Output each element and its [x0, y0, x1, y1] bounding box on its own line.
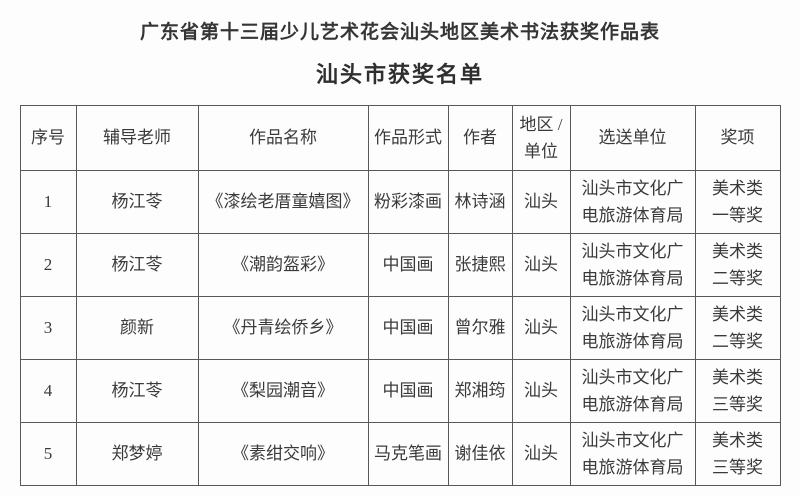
cell-serial-number: 2 [19, 233, 77, 297]
header-region-unit: 地区 / 单位 [511, 105, 571, 171]
cell-teacher: 杨江苓 [75, 233, 199, 297]
cell-teacher: 郑梦婷 [75, 422, 199, 486]
cell-region: 汕头 [511, 422, 571, 486]
cell-work-form: 粉彩漆画 [367, 170, 449, 234]
cell-award: 美术类 二等奖 [694, 296, 781, 360]
cell-award: 美术类 三等奖 [694, 422, 781, 486]
cell-author: 谢佳依 [447, 422, 513, 486]
header-submit-unit: 选送单位 [569, 105, 696, 171]
cell-award: 美术类 三等奖 [694, 359, 781, 423]
cell-teacher: 杨江苓 [75, 359, 199, 423]
document-title: 广东省第十三届少儿艺术花会汕头地区美术书法获奖作品表 [139, 22, 660, 43]
cell-work-title: 《素绀交响》 [197, 422, 369, 486]
cell-region: 汕头 [511, 296, 571, 360]
cell-teacher: 颜新 [75, 296, 199, 360]
cell-submit-unit: 汕头市文化广 电旅游体育局 [569, 170, 696, 234]
cell-work-form: 中国画 [367, 233, 449, 297]
cell-submit-unit: 汕头市文化广 电旅游体育局 [569, 359, 696, 423]
cell-author: 郑湘筠 [447, 359, 513, 423]
cell-author: 林诗涵 [447, 170, 513, 234]
cell-work-form: 中国画 [367, 359, 449, 423]
header-serial-number: 序号 [19, 105, 77, 171]
cell-author: 张捷熙 [447, 233, 513, 297]
cell-region: 汕头 [511, 359, 571, 423]
table-row: 4 杨江苓 《梨园潮音》 中国画 郑湘筠 汕头 汕头市文化广 电旅游体育局 美术… [19, 359, 781, 423]
table-row: 3 颜新 《丹青绘侨乡》 中国画 曾尔雅 汕头 汕头市文化广 电旅游体育局 美术… [19, 296, 781, 360]
awards-table: 序号 辅导老师 作品名称 作品形式 作者 地区 / 单位 选送单位 奖项 1 杨… [19, 105, 781, 486]
header-work-form: 作品形式 [367, 105, 449, 171]
table-row: 5 郑梦婷 《素绀交响》 马克笔画 谢佳依 汕头 汕头市文化广 电旅游体育局 美… [19, 422, 781, 486]
cell-work-form: 马克笔画 [367, 422, 449, 486]
cell-award: 美术类 一等奖 [694, 170, 781, 234]
cell-serial-number: 1 [19, 170, 77, 234]
cell-serial-number: 3 [19, 296, 77, 360]
header-teacher: 辅导老师 [75, 105, 199, 171]
header-work-title: 作品名称 [197, 105, 369, 171]
cell-submit-unit: 汕头市文化广 电旅游体育局 [569, 422, 696, 486]
table-row: 2 杨江苓 《潮韵盔彩》 中国画 张捷熙 汕头 汕头市文化广 电旅游体育局 美术… [19, 233, 781, 297]
cell-submit-unit: 汕头市文化广 电旅游体育局 [569, 296, 696, 360]
cell-work-title: 《漆绘老厝童嬉图》 [197, 170, 369, 234]
cell-submit-unit: 汕头市文化广 电旅游体育局 [569, 233, 696, 297]
cell-region: 汕头 [511, 170, 571, 234]
cell-teacher: 杨江苓 [75, 170, 199, 234]
cell-work-form: 中国画 [367, 296, 449, 360]
cell-author: 曾尔雅 [447, 296, 513, 360]
cell-work-title: 《丹青绘侨乡》 [197, 296, 369, 360]
cell-work-title: 《梨园潮音》 [197, 359, 369, 423]
cell-serial-number: 5 [19, 422, 77, 486]
cell-award: 美术类 二等奖 [694, 233, 781, 297]
header-award: 奖项 [694, 105, 781, 171]
cell-work-title: 《潮韵盔彩》 [197, 233, 369, 297]
table-header-row: 序号 辅导老师 作品名称 作品形式 作者 地区 / 单位 选送单位 奖项 [19, 105, 781, 171]
cell-serial-number: 4 [19, 359, 77, 423]
cell-region: 汕头 [511, 233, 571, 297]
header-author: 作者 [447, 105, 513, 171]
document-subtitle: 汕头市获奖名单 [315, 62, 484, 87]
table-row: 1 杨江苓 《漆绘老厝童嬉图》 粉彩漆画 林诗涵 汕头 汕头市文化广 电旅游体育… [19, 170, 781, 234]
